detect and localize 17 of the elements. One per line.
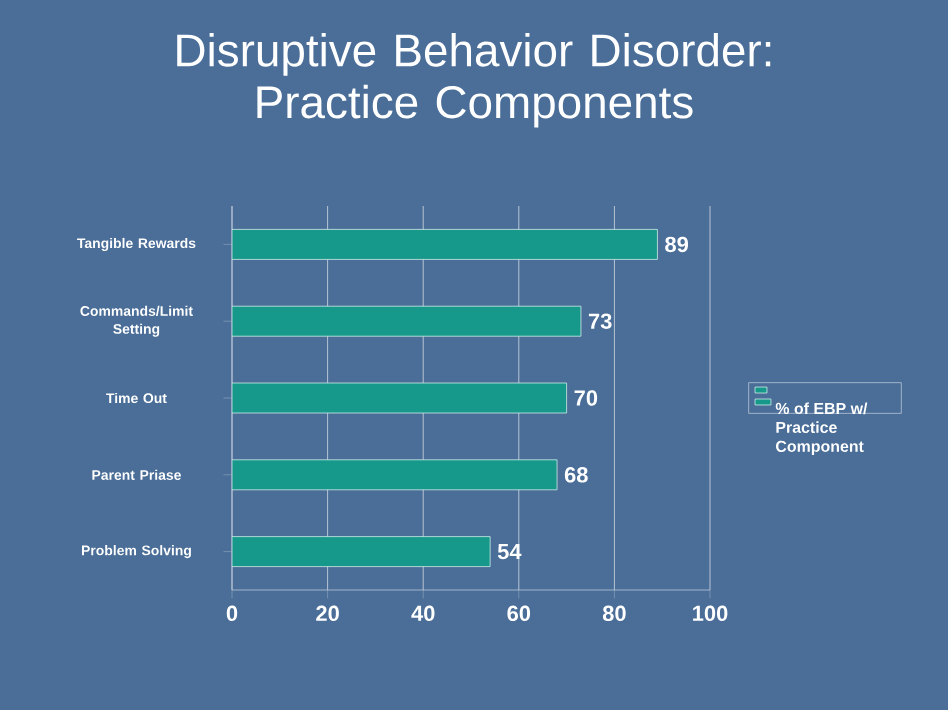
bar <box>232 305 582 337</box>
data-label: 70 <box>574 390 598 406</box>
x-tick-label: 20 <box>316 605 339 622</box>
x-tick-label: 60 <box>507 605 531 622</box>
x-tick-label: 40 <box>411 605 435 622</box>
bar <box>232 536 491 567</box>
x-tick-label: 0 <box>226 605 238 622</box>
data-label: 54 <box>497 543 522 560</box>
chart-title: Disruptive Behavior Disorder: Practice Components <box>177 33 771 128</box>
data-label: 89 <box>665 236 689 253</box>
bar <box>232 229 658 260</box>
data-label: 68 <box>564 467 588 483</box>
bar <box>232 382 567 414</box>
x-tick-label: 80 <box>602 605 626 622</box>
data-label: 73 <box>588 313 612 329</box>
bar <box>232 459 558 491</box>
x-tick-label: 100 <box>693 605 728 622</box>
